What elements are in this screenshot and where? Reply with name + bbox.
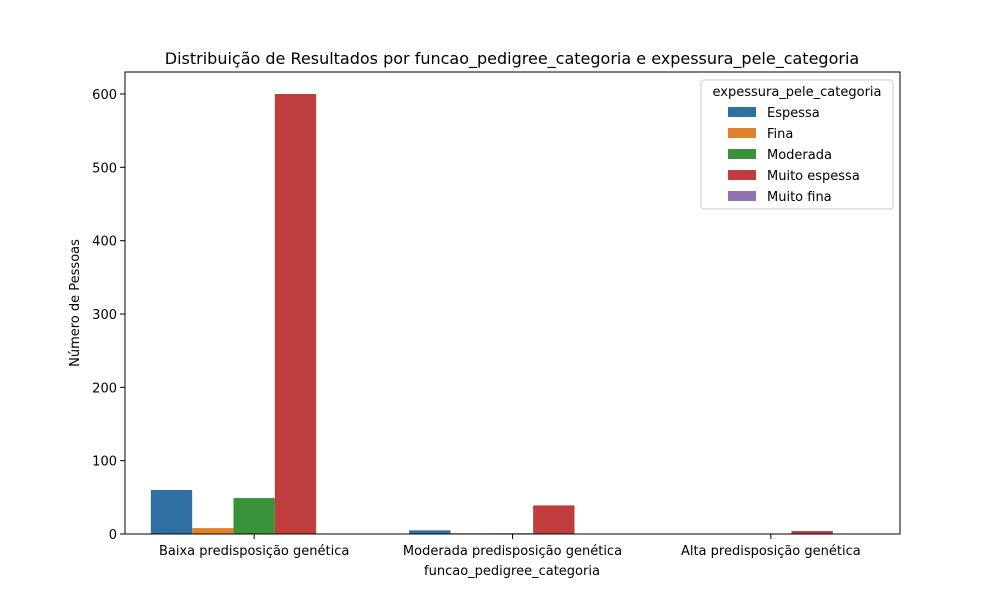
plot-frame	[124, 71, 901, 535]
legend-label: Muito fina	[767, 190, 832, 205]
legend-title: expessura_pele_categoria	[712, 85, 881, 100]
x-tick-label: Moderada predisposição genética	[403, 544, 622, 559]
y-tick-label: 300	[92, 308, 117, 323]
y-tick-label: 200	[92, 381, 117, 396]
y-axis-label: Número de Pessoas	[68, 239, 83, 367]
bar	[233, 498, 275, 534]
y-tick-label: 400	[92, 235, 117, 250]
x-axis-label: funcao_pedigree_categoria	[424, 564, 600, 579]
legend-swatch	[728, 107, 756, 117]
chart-title: Distribuição de Resultados por funcao_pe…	[165, 49, 859, 69]
y-tick-label: 600	[92, 88, 117, 103]
legend-label: Fina	[767, 127, 793, 142]
bar	[150, 490, 193, 534]
legend-swatch	[728, 149, 756, 159]
legend-swatch	[728, 170, 756, 180]
y-tick-label: 500	[92, 161, 117, 176]
legend-label: Espessa	[767, 106, 820, 121]
bar	[274, 94, 317, 534]
bars-layer	[150, 94, 833, 534]
legend-swatch	[728, 128, 756, 138]
x-axis: Baixa predisposição genética Moderada pre…	[159, 534, 861, 559]
bar	[533, 505, 575, 534]
legend-label: Moderada	[767, 148, 832, 163]
bar	[791, 531, 833, 534]
legend-swatch	[728, 191, 756, 201]
bar	[192, 528, 234, 534]
y-tick-label: 0	[109, 528, 117, 543]
bar	[409, 530, 451, 534]
x-tick-label: Baixa predisposição genética	[159, 544, 349, 559]
legend-label: Muito espessa	[767, 169, 860, 184]
y-tick-label: 100	[92, 455, 117, 470]
legend-items: Espessa Fina Moderada Muito espessa Muito fi…	[728, 106, 860, 205]
x-tick-label: Alta predisposição genética	[681, 544, 861, 559]
y-axis: 0 100 200 300 400 500 600	[92, 88, 125, 543]
legend: expessura_pele_categoria Espessa Fina Mode…	[700, 79, 894, 210]
